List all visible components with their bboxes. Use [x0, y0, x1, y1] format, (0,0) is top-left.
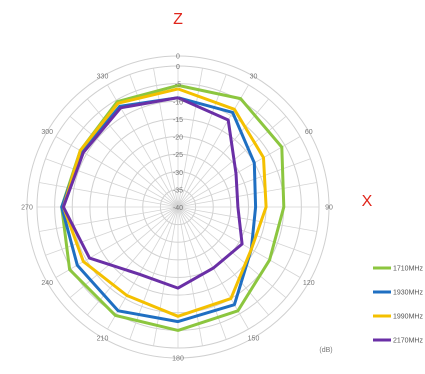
- angle-tick-label: 270: [21, 205, 33, 212]
- angle-tick-label: 210: [97, 335, 109, 342]
- grid-spoke: [45, 158, 179, 208]
- grid-spoke: [107, 206, 179, 330]
- radial-tick-label: -10: [173, 99, 183, 106]
- radial-tick-label: 0: [176, 64, 180, 71]
- radial-tick-label: -35: [173, 187, 183, 194]
- grid-spoke: [177, 98, 269, 208]
- radial-tick-label: -20: [173, 135, 183, 142]
- grid-spoke: [177, 68, 203, 208]
- series-group: [60, 83, 286, 332]
- angle-tick-label: 180: [172, 356, 184, 363]
- radial-tick-label: -25: [173, 152, 183, 159]
- legend: 1710MHz 1930MHz 1990MHz 2170MHz: [373, 266, 423, 345]
- angle-tick-label: 150: [248, 335, 260, 342]
- grid-spoke: [177, 206, 317, 232]
- grid-spoke: [55, 136, 179, 208]
- radial-tick-label: -30: [173, 170, 183, 177]
- grid-spoke: [87, 206, 179, 316]
- grid-spoke: [177, 206, 311, 256]
- grid-spoke: [177, 206, 301, 278]
- grid-spoke: [39, 206, 179, 232]
- radial-tick-label: -5: [175, 82, 181, 89]
- grid-spoke: [129, 206, 179, 340]
- grid-spoke: [69, 206, 179, 298]
- tick-labels: 0 30 60 90 120 150 180 210 240 270 300 330 0 -5 -10 -15…: [21, 54, 333, 363]
- series-line-1990mhz: [61, 87, 268, 318]
- legend-label: 1990MHz: [393, 314, 423, 321]
- legend-label: 2170MHz: [393, 338, 423, 345]
- grid-spoke: [177, 74, 227, 208]
- angle-tick-label: 90: [325, 205, 333, 212]
- outer-label-ring: [26, 55, 330, 359]
- grid-spoke: [153, 206, 179, 346]
- radial-tick-label: -15: [173, 117, 183, 124]
- grid-spoke: [177, 84, 249, 208]
- legend-label: 1710MHz: [393, 266, 423, 273]
- x-axis-letter: X: [362, 193, 373, 210]
- z-axis-letter: Z: [173, 11, 183, 28]
- unit-label: (dB): [319, 347, 332, 354]
- grid-spoke: [177, 158, 311, 208]
- grid-spoke: [39, 182, 179, 208]
- angle-tick-label: 240: [41, 280, 53, 287]
- angle-tick-label: 0: [176, 54, 180, 61]
- series-line-1930mhz: [60, 96, 258, 324]
- grid-spoke: [177, 182, 317, 208]
- grid-spoke: [69, 116, 179, 208]
- angle-tick-label: 120: [303, 280, 315, 287]
- grid-spoke: [177, 136, 301, 208]
- angle-tick-label: 60: [305, 129, 313, 136]
- grid-spoke: [87, 98, 179, 208]
- angle-tick-label: 330: [97, 74, 109, 81]
- angle-tick-label: 300: [41, 129, 53, 136]
- legend-label: 1930MHz: [393, 290, 423, 297]
- angle-tick-label: 30: [250, 74, 258, 81]
- radial-tick-label: -40: [173, 205, 183, 212]
- series-line-2170mhz: [61, 96, 244, 290]
